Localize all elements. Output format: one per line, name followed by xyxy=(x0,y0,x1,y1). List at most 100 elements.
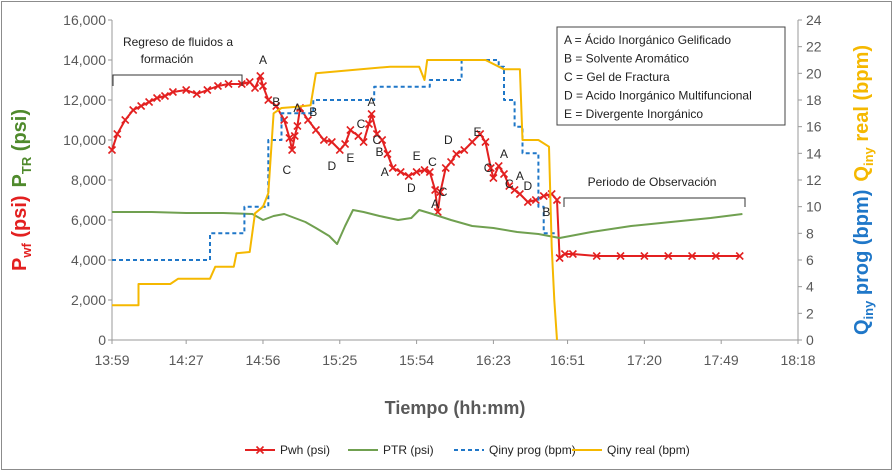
annotation-regreso-line1: Regreso de fluidos a xyxy=(123,35,233,49)
x-tick-label: 15:25 xyxy=(322,352,357,368)
data-point-marker xyxy=(121,115,130,125)
fluid-stage-label: A xyxy=(516,169,524,183)
data-point-marker xyxy=(452,149,461,159)
data-point-marker xyxy=(137,101,146,111)
data-point-marker xyxy=(359,137,368,147)
data-point-marker xyxy=(616,251,625,261)
data-point-marker xyxy=(436,187,445,197)
fluid-stage-label: D xyxy=(524,179,533,193)
data-point-marker xyxy=(481,137,490,147)
x-tick-label: 16:51 xyxy=(550,352,585,368)
x-tick-label: 14:27 xyxy=(169,352,204,368)
y-right-tick-label: 10 xyxy=(806,199,822,215)
axis-title-part: Q xyxy=(851,319,873,335)
legend-label: Pwh (psi) xyxy=(280,443,330,457)
data-point-marker xyxy=(288,145,297,155)
data-point-marker xyxy=(378,135,387,145)
data-point-marker xyxy=(592,251,601,261)
data-point-marker xyxy=(523,197,532,207)
data-point-marker xyxy=(213,81,223,91)
y-right-tick-label: 16 xyxy=(806,119,822,135)
data-point-marker xyxy=(192,89,201,99)
y-right-tick-label: 4 xyxy=(806,279,814,295)
axis-title-unit: prog (bpm) xyxy=(851,190,873,301)
data-point-marker xyxy=(505,181,514,191)
data-point-marker xyxy=(293,121,302,131)
axis-title-unit: (psi) xyxy=(9,195,31,243)
fluid-stage-label: A xyxy=(500,147,508,161)
data-point-marker xyxy=(145,97,154,107)
data-point-marker xyxy=(341,139,350,149)
y-right-tick-label: 2 xyxy=(806,305,814,321)
axis-title-subscript: TR xyxy=(19,156,34,174)
data-point-marker xyxy=(476,129,485,139)
y-left-tick-label: 14,000 xyxy=(63,52,106,68)
y-left-tick-label: 2,000 xyxy=(71,292,106,308)
data-point-marker xyxy=(468,137,477,147)
x-tick-label: 16:23 xyxy=(476,352,511,368)
data-point-marker xyxy=(735,251,744,261)
legend-label: Qiny prog (bpm) xyxy=(489,443,576,457)
fluid-stage-label: B xyxy=(272,95,280,109)
x-tick-label: 17:49 xyxy=(704,352,739,368)
fluid-stage-label: D xyxy=(328,159,337,173)
data-point-marker xyxy=(203,85,212,95)
data-point-marker xyxy=(515,189,524,199)
fluid-stage-label: B xyxy=(376,145,384,159)
data-point-marker xyxy=(113,129,122,139)
y-right-tick-label: 12 xyxy=(806,172,822,188)
data-point-marker xyxy=(182,85,191,95)
fluid-stage-label: C xyxy=(357,117,366,131)
x-tick-label: 15:54 xyxy=(399,352,434,368)
x-tick-label: 17:20 xyxy=(627,352,662,368)
data-point-marker xyxy=(129,105,138,115)
y-left-tick-label: 4,000 xyxy=(71,252,106,268)
axes: 0 2,000 4,000 6,000 8,000 10,000 12,000 14,000 1… xyxy=(9,12,876,418)
data-point-marker xyxy=(152,93,162,103)
fluid-stage-label: E xyxy=(346,151,354,165)
y-axis-left-title: Pwf (psi)PTR (psi) xyxy=(9,109,34,271)
annotation-regreso-line2: formación xyxy=(141,52,194,66)
axis-title-part: Q xyxy=(851,166,873,182)
fluid-stage-label: A xyxy=(431,197,439,211)
data-point-marker xyxy=(168,87,177,97)
data-point-marker xyxy=(388,163,397,173)
fluid-key-entry: B = Solvente Aromático xyxy=(564,52,689,66)
pressure-rate-chart: 0 2,000 4,000 6,000 8,000 10,000 12,000 14,000 1… xyxy=(9,12,876,457)
y-left-tick-label: 6,000 xyxy=(71,212,106,228)
axis-title-part: P xyxy=(9,258,31,271)
y-left-tick-label: 10,000 xyxy=(63,132,106,148)
x-tick-label: 13:59 xyxy=(94,352,129,368)
data-point-marker xyxy=(711,251,720,261)
legend-label: PTR (psi) xyxy=(383,443,434,457)
fluid-stage-label: B xyxy=(309,105,317,119)
y-right-tick-label: 18 xyxy=(806,92,822,108)
fluid-stage-label: A xyxy=(259,53,267,67)
y-right-tick-label: 24 xyxy=(806,12,822,28)
legend: Pwh (psi) PTR (psi) Qiny prog (bpm) Qiny re… xyxy=(245,443,690,457)
data-point-marker xyxy=(285,133,294,143)
fluid-stage-label: A xyxy=(381,165,389,179)
fluid-stage-label: C xyxy=(373,133,382,147)
data-point-marker xyxy=(412,167,421,177)
data-point-marker xyxy=(224,79,233,89)
data-point-marker xyxy=(303,115,313,125)
y-left-tick-label: 12,000 xyxy=(63,92,106,108)
x-axis-title: Tiempo (hh:mm) xyxy=(385,398,526,418)
fluid-stage-label: A xyxy=(368,95,376,109)
annotation-regreso-bracket xyxy=(112,74,243,86)
fluid-key-entry: D = Acido Inorgánico Multifuncional xyxy=(564,89,752,103)
y-left-tick-label: 8,000 xyxy=(71,172,106,188)
y-axis-right-title: Qiny prog (bpm) Qiny real (bpm) xyxy=(851,45,876,335)
y-left-tick-label: 0 xyxy=(98,332,106,348)
fluid-stage-label: E xyxy=(474,125,482,139)
data-point-marker xyxy=(264,95,273,105)
fluid-stage-label: C xyxy=(282,163,291,177)
data-point-marker xyxy=(446,157,456,167)
x-tick-label: 18:18 xyxy=(780,352,815,368)
data-point-marker xyxy=(327,137,336,147)
data-point-marker xyxy=(346,125,355,135)
data-point-marker xyxy=(640,251,649,261)
